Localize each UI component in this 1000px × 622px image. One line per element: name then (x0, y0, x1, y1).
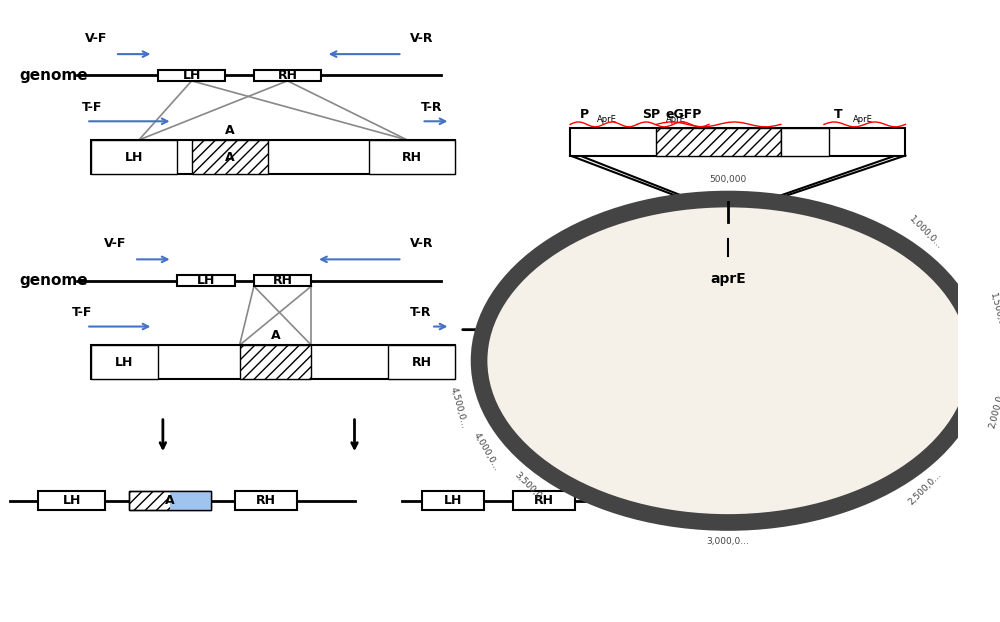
Text: T-R: T-R (410, 306, 431, 319)
Text: 500,000: 500,000 (710, 175, 747, 184)
Text: genome: genome (19, 273, 88, 288)
FancyBboxPatch shape (91, 345, 158, 379)
Text: AprE: AprE (597, 116, 617, 124)
Text: V-R: V-R (410, 237, 433, 250)
FancyBboxPatch shape (177, 275, 235, 286)
Text: LH: LH (63, 494, 81, 507)
Text: T-F: T-F (72, 306, 92, 319)
Text: A: A (271, 329, 280, 342)
Text: 4,000,0...: 4,000,0... (472, 430, 501, 472)
Text: 3,000,0...: 3,000,0... (707, 537, 750, 546)
FancyBboxPatch shape (570, 128, 905, 156)
Text: LH: LH (182, 69, 201, 81)
FancyBboxPatch shape (38, 491, 105, 510)
Text: 2,000,0...: 2,000,0... (988, 386, 1000, 429)
FancyBboxPatch shape (656, 128, 781, 156)
FancyBboxPatch shape (422, 491, 484, 510)
Text: SP: SP (642, 108, 660, 121)
FancyBboxPatch shape (129, 491, 211, 510)
Text: 4,500,0...: 4,500,0... (449, 386, 469, 429)
Text: AprE: AprE (666, 116, 686, 124)
Circle shape (511, 220, 945, 501)
FancyBboxPatch shape (170, 491, 211, 510)
Text: P: P (580, 108, 589, 121)
FancyBboxPatch shape (388, 345, 455, 379)
Text: 3,500,0...: 3,500,0... (513, 470, 549, 507)
FancyBboxPatch shape (781, 128, 829, 156)
Text: T: T (834, 108, 842, 121)
Text: A: A (225, 124, 235, 137)
Text: RH: RH (277, 69, 297, 81)
Text: LH: LH (197, 274, 215, 287)
Text: T-R: T-R (420, 101, 442, 114)
Text: LH: LH (115, 356, 134, 369)
Text: genome: genome (19, 68, 88, 83)
FancyBboxPatch shape (369, 140, 455, 174)
Text: A: A (225, 151, 235, 164)
Text: V-F: V-F (85, 32, 107, 45)
Text: 1,500,0...: 1,500,0... (988, 292, 1000, 336)
Text: eGFP: eGFP (666, 108, 702, 121)
FancyBboxPatch shape (158, 70, 225, 81)
Text: LH: LH (444, 494, 462, 507)
Text: AprE: AprE (853, 116, 873, 124)
FancyBboxPatch shape (254, 70, 321, 81)
FancyBboxPatch shape (91, 140, 177, 174)
Text: V-F: V-F (104, 237, 126, 250)
Text: RH: RH (273, 274, 293, 287)
Text: aprE: aprE (710, 272, 746, 286)
FancyBboxPatch shape (192, 140, 268, 174)
Text: V-R: V-R (410, 32, 433, 45)
FancyBboxPatch shape (235, 491, 297, 510)
FancyBboxPatch shape (91, 345, 455, 379)
Text: A: A (165, 494, 175, 507)
Circle shape (479, 199, 977, 522)
Text: RH: RH (402, 151, 422, 164)
Text: RH: RH (534, 494, 554, 507)
Text: LH: LH (125, 151, 143, 164)
FancyBboxPatch shape (91, 140, 455, 174)
FancyBboxPatch shape (254, 275, 311, 286)
Text: T-F: T-F (81, 101, 102, 114)
FancyBboxPatch shape (513, 491, 575, 510)
FancyBboxPatch shape (240, 345, 311, 379)
Text: 2,500,0...: 2,500,0... (907, 470, 944, 507)
Text: RH: RH (256, 494, 276, 507)
Text: 1,000,0...: 1,000,0... (907, 215, 944, 251)
Text: RH: RH (412, 356, 432, 369)
